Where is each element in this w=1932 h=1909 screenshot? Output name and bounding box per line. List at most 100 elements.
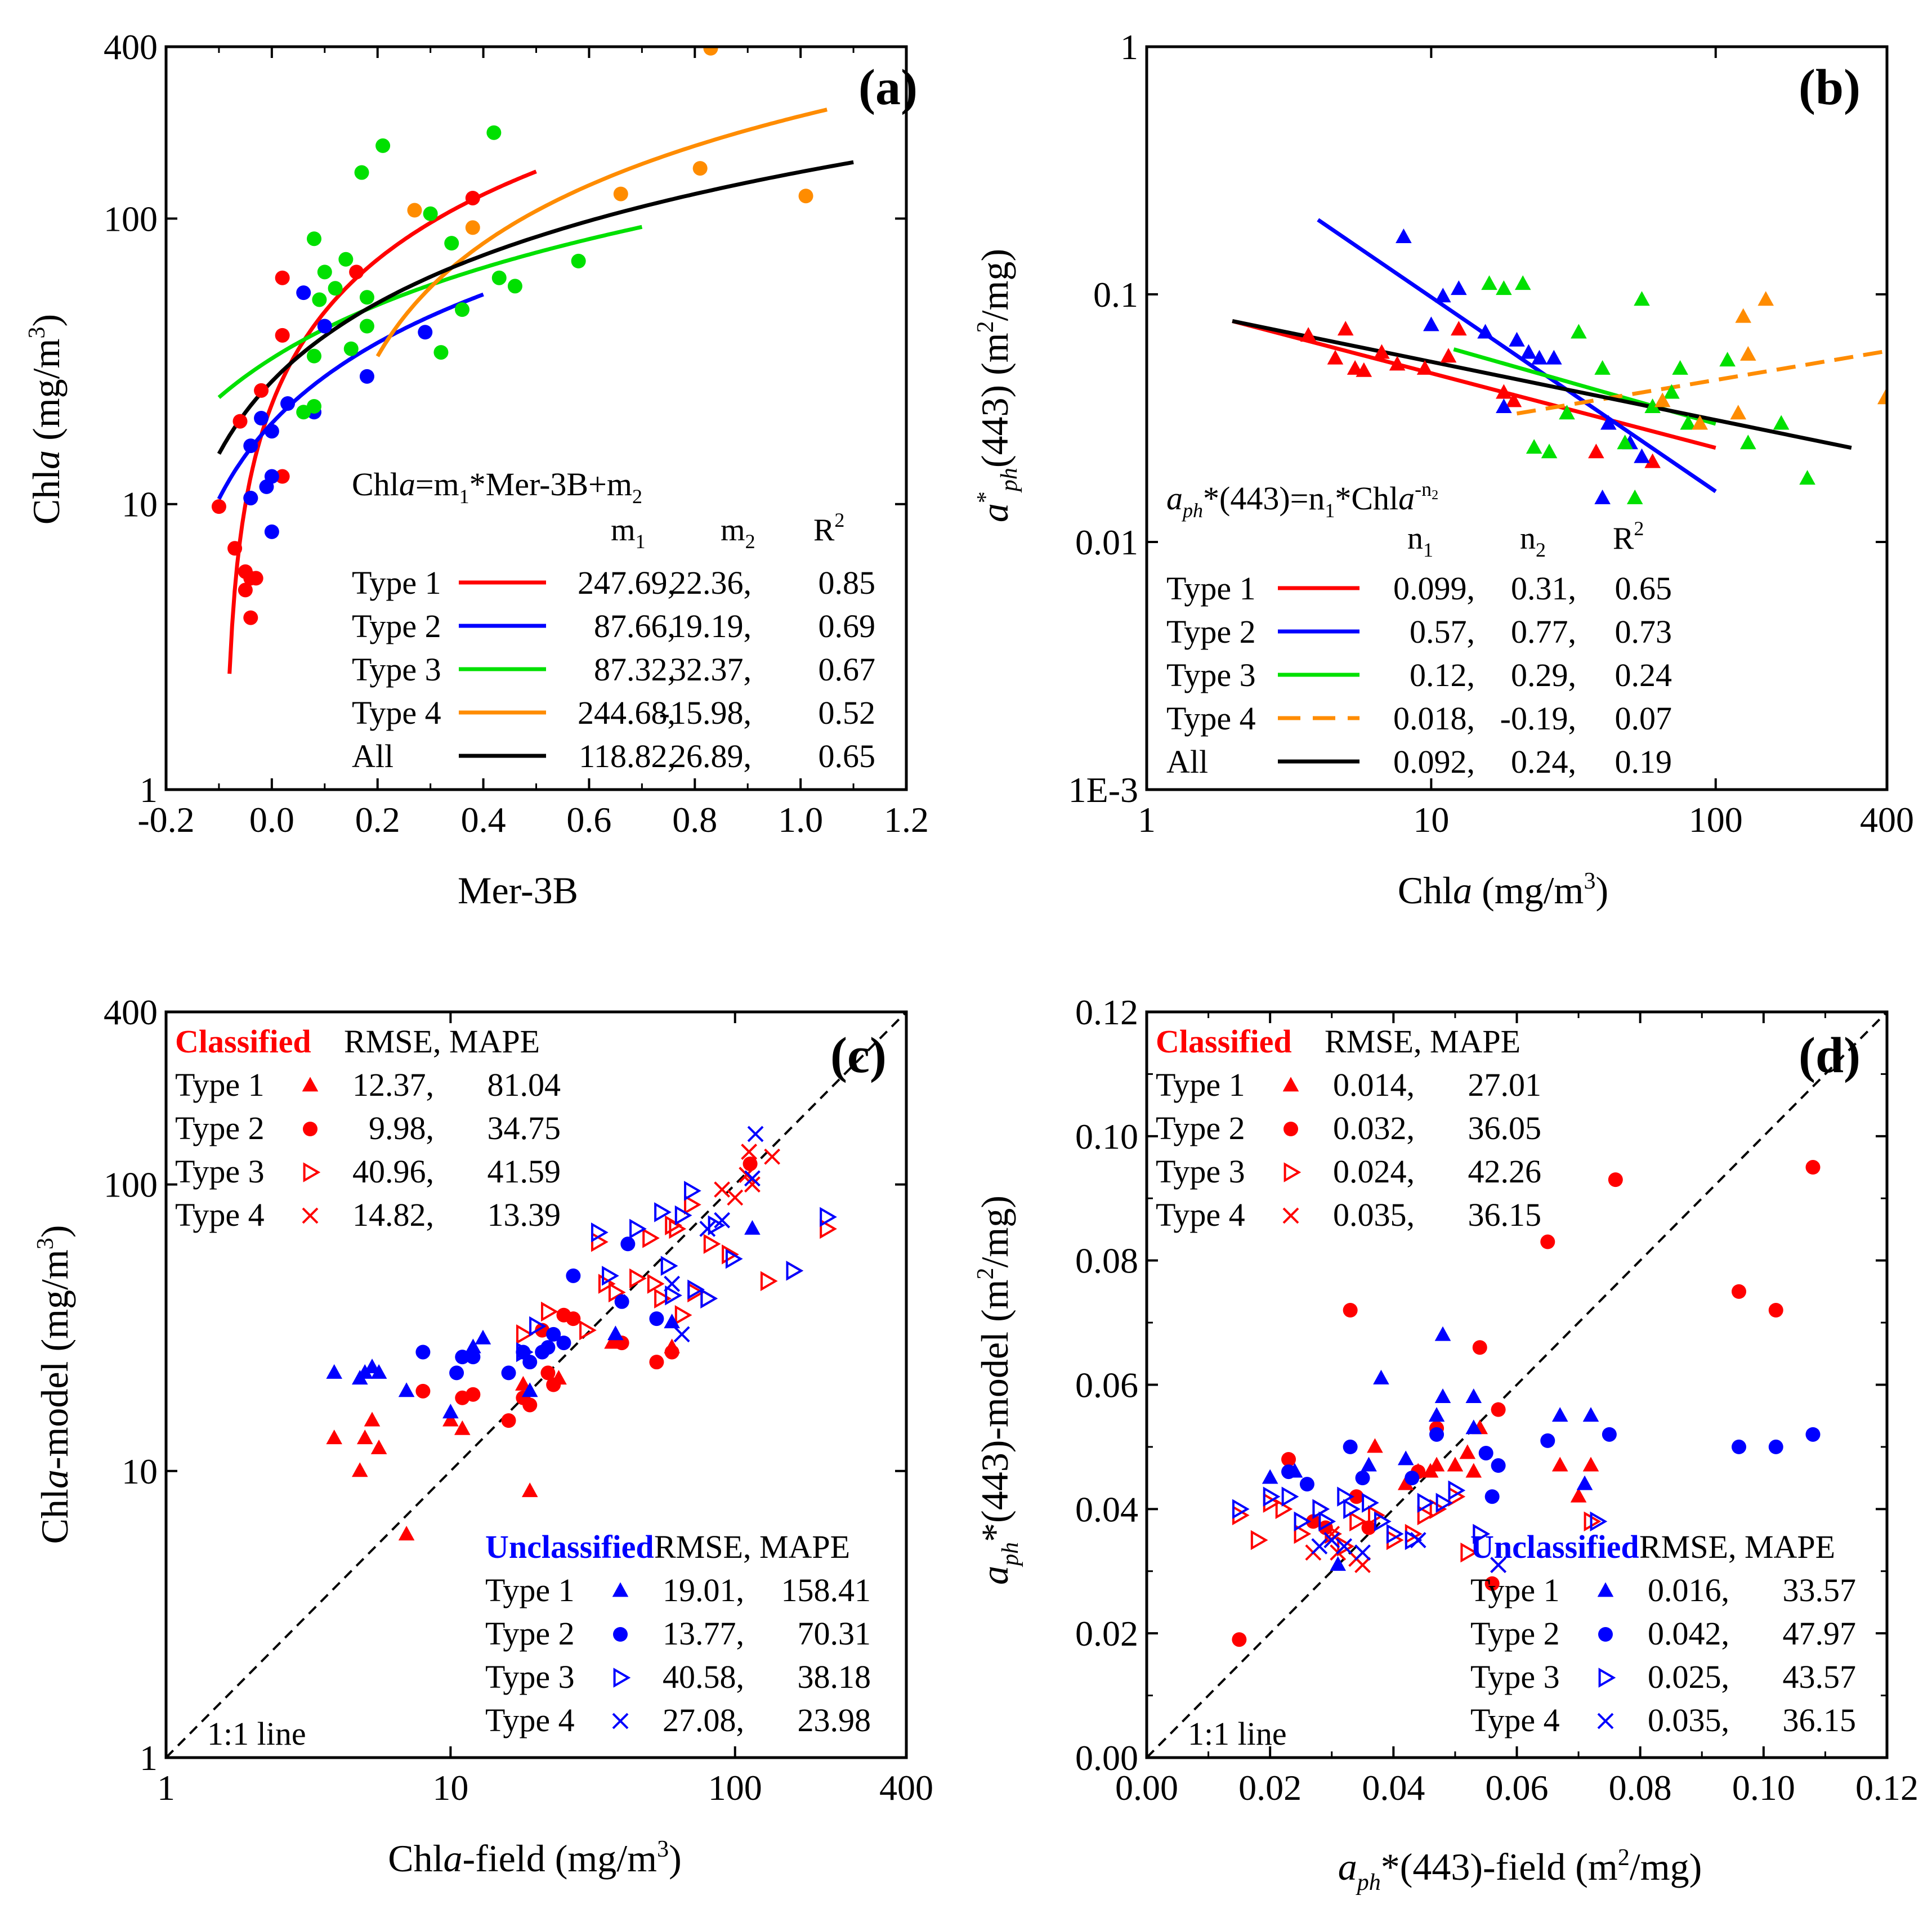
pc-point: [540, 1340, 556, 1355]
pc-legend-marker: [612, 1582, 629, 1597]
pa-legend-value: 0.65: [819, 738, 876, 774]
pc-point: [674, 1305, 692, 1325]
pd-point: [1367, 1438, 1383, 1453]
pd-point: [1465, 1388, 1482, 1403]
pd-point: [1323, 1526, 1340, 1542]
pd-point: [1250, 1530, 1268, 1550]
pc-point: [747, 1126, 764, 1142]
pc-point: [521, 1382, 538, 1397]
pc-point: [466, 1350, 481, 1365]
pa-point: [275, 328, 290, 343]
pc-ytick-label: 10: [122, 1451, 158, 1491]
pd-point: [1318, 1511, 1336, 1532]
pa-point: [280, 396, 296, 411]
panel-a-ylabel: Chla (mg/m3): [24, 314, 68, 525]
pc-point: [579, 1320, 597, 1341]
pd-legend-mape: 42.26: [1468, 1153, 1542, 1190]
pd-xtick-label: 0.00: [1115, 1768, 1178, 1808]
pc-point: [607, 1325, 624, 1341]
pc-point: [744, 1220, 761, 1235]
panel-c-ylabel: Chla-model (mg/m3): [33, 1225, 76, 1544]
pc-point: [540, 1365, 556, 1381]
pd-legend-title: Unclassified: [1470, 1529, 1639, 1565]
pc-point: [642, 1228, 660, 1248]
pa-point: [359, 369, 374, 384]
panel-a-xlabel: Mer-3B: [458, 869, 578, 912]
pb-point: [1617, 434, 1633, 450]
pb-legend-value: 0.24,: [1511, 743, 1576, 780]
pa-point: [571, 253, 586, 268]
pa-point: [254, 411, 269, 425]
pd-point: [1570, 1487, 1587, 1503]
pb-point: [1451, 321, 1467, 336]
pd-point: [1330, 1556, 1347, 1571]
pb-legend-value: 0.57,: [1410, 613, 1475, 650]
pd-point: [1484, 1576, 1500, 1591]
pb-point: [1644, 398, 1661, 414]
pd-legend-name: Type 2: [1470, 1615, 1560, 1652]
pd-point: [1805, 1427, 1821, 1442]
pc-point: [326, 1429, 343, 1445]
pc-one-to-one-line: [166, 1012, 906, 1758]
pc-point: [744, 1176, 761, 1193]
pc-point: [725, 1249, 743, 1269]
pd-legend-name: Type 4: [1470, 1702, 1560, 1738]
panel-b-label: (b): [1799, 60, 1861, 115]
pd-xtick-label: 0.06: [1486, 1768, 1549, 1808]
pa-legend-value: 118.82,: [579, 738, 676, 774]
pd-legend-rmse: 0.032,: [1333, 1110, 1415, 1146]
pc-points: [166, 1012, 906, 1758]
panel-b-equation: aph*(443)=n1*Chla-n2: [1166, 478, 1438, 522]
pb-point: [1531, 349, 1548, 365]
panel-a-label: (a): [858, 60, 918, 115]
pd-point: [1281, 1452, 1296, 1467]
pb-point: [1588, 443, 1604, 459]
pd-legend-rmse: 0.035,: [1648, 1702, 1729, 1738]
pb-point: [1672, 360, 1688, 375]
pa-point: [264, 524, 279, 539]
pb-legend-value: 0.73: [1615, 613, 1672, 650]
pd-point: [1349, 1489, 1364, 1504]
pc-point: [546, 1377, 561, 1392]
pd-point: [1374, 1511, 1392, 1532]
pd-legend-marker: [1597, 1582, 1614, 1597]
pc-point: [700, 1288, 718, 1308]
pb-point: [1496, 398, 1512, 414]
pa-xtick-label: 0.8: [672, 800, 717, 840]
pa-xtick-label: 0.2: [355, 800, 400, 840]
pa-point: [275, 469, 290, 484]
pa-legend-value: 247.69,: [578, 564, 676, 601]
pa-point: [264, 469, 279, 484]
pb-point: [1481, 275, 1497, 290]
pc-legend-rmse: 13.77,: [663, 1615, 744, 1652]
pc-point: [465, 1338, 481, 1354]
pd-point: [1551, 1457, 1568, 1472]
pa-legend-value: 19.19,: [670, 608, 752, 644]
pb-xtick-label: 10: [1413, 800, 1449, 840]
pc-point: [454, 1420, 471, 1435]
pd-point: [1355, 1471, 1370, 1486]
panel-b-xlabel: Chla (mg/m3): [1398, 868, 1608, 912]
pb-legend-name: Type 1: [1166, 570, 1256, 607]
pb-legend-value: -0.19,: [1500, 700, 1576, 737]
pd-point: [1294, 1511, 1312, 1532]
pa-point: [238, 582, 253, 598]
pd-point: [1349, 1511, 1367, 1532]
pb-ytick-label: 0.01: [1075, 522, 1138, 562]
pb-point: [1740, 434, 1756, 450]
pc-point: [684, 1194, 701, 1215]
pb-point: [1396, 228, 1412, 244]
pd-point: [1397, 1450, 1414, 1466]
panel-b-frame: [1145, 45, 1889, 791]
pa-point: [354, 165, 369, 180]
pc-legend-name: Type 4: [485, 1702, 575, 1738]
pa-xtick-label: 1.0: [778, 800, 823, 840]
pd-point: [1232, 1499, 1250, 1520]
pc-legend-marker: [613, 1627, 628, 1642]
pd-legend-metric-header: RMSE, MAPE: [1325, 1023, 1520, 1060]
pc-legend-name: Type 3: [485, 1659, 575, 1695]
pa-point: [703, 47, 718, 56]
pb-point: [1773, 415, 1790, 430]
pd-point: [1262, 1469, 1278, 1484]
pb-legend-value: 0.29,: [1511, 657, 1576, 693]
